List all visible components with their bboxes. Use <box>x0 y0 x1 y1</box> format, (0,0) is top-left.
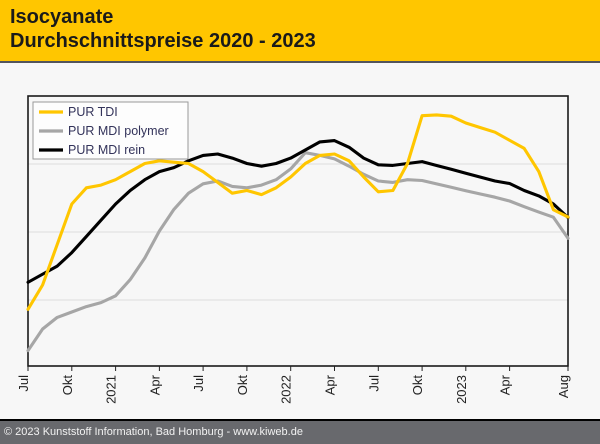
svg-text:Jul: Jul <box>191 375 206 392</box>
svg-text:Apr: Apr <box>147 374 162 395</box>
svg-text:PUR TDI: PUR TDI <box>68 105 118 119</box>
svg-text:Aug: Aug <box>556 375 571 398</box>
svg-text:Apr: Apr <box>498 374 513 395</box>
svg-text:Okt: Okt <box>235 375 250 396</box>
svg-text:Apr: Apr <box>323 374 338 395</box>
svg-text:Okt: Okt <box>60 375 75 396</box>
svg-text:PUR MDI polymer: PUR MDI polymer <box>68 124 169 138</box>
svg-text:2022: 2022 <box>279 375 294 404</box>
svg-text:2023: 2023 <box>454 375 469 404</box>
svg-text:2021: 2021 <box>104 375 119 404</box>
svg-text:Jul: Jul <box>366 375 381 392</box>
svg-text:Okt: Okt <box>410 375 425 396</box>
svg-text:PUR MDI rein: PUR MDI rein <box>68 143 145 157</box>
svg-text:Jul: Jul <box>16 375 31 392</box>
